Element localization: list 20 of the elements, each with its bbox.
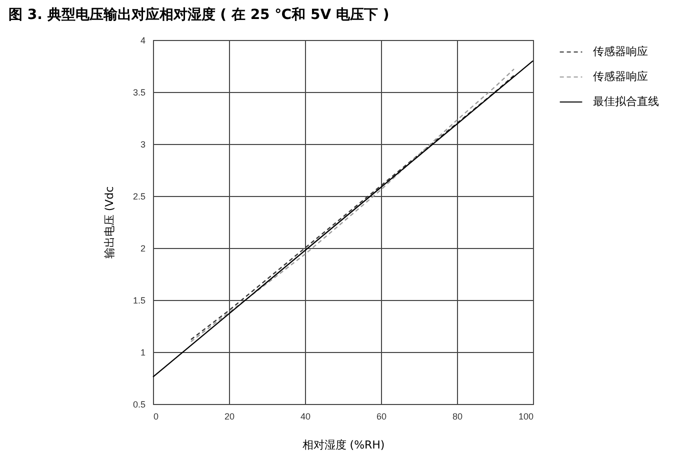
x-tick-label: 40 [300,412,311,422]
y-tick-label: 1.5 [132,296,146,306]
x-tick-label: 80 [452,412,463,422]
y-tick-label: 1 [140,348,146,358]
y-tick-label: 3 [140,140,146,150]
y-tick-label: 2.5 [132,192,146,202]
chart-title: 图 3. 典型电压输出对应相对湿度 ( 在 25 ℃和 5V 电压下 ) [8,6,390,23]
x-tick-label: 100 [518,412,534,422]
legend-label: 最佳拟合直线 [593,95,659,108]
legend-label: 传感器响应 [593,45,648,58]
y-tick-label: 0.5 [132,400,146,410]
x-tick-label: 0 [154,412,159,422]
y-tick-label: 2 [140,244,146,254]
x-tick-label: 20 [224,412,235,422]
y-tick-label: 4 [140,36,146,46]
legend-label: 传感器响应 [593,70,648,83]
y-tick-label: 3.5 [132,88,146,98]
x-tick-label: 60 [376,412,387,422]
x-axis-title: 相对湿度 (%RH) [302,438,385,452]
y-axis-title: 输出电压 (Vdc [102,186,116,259]
